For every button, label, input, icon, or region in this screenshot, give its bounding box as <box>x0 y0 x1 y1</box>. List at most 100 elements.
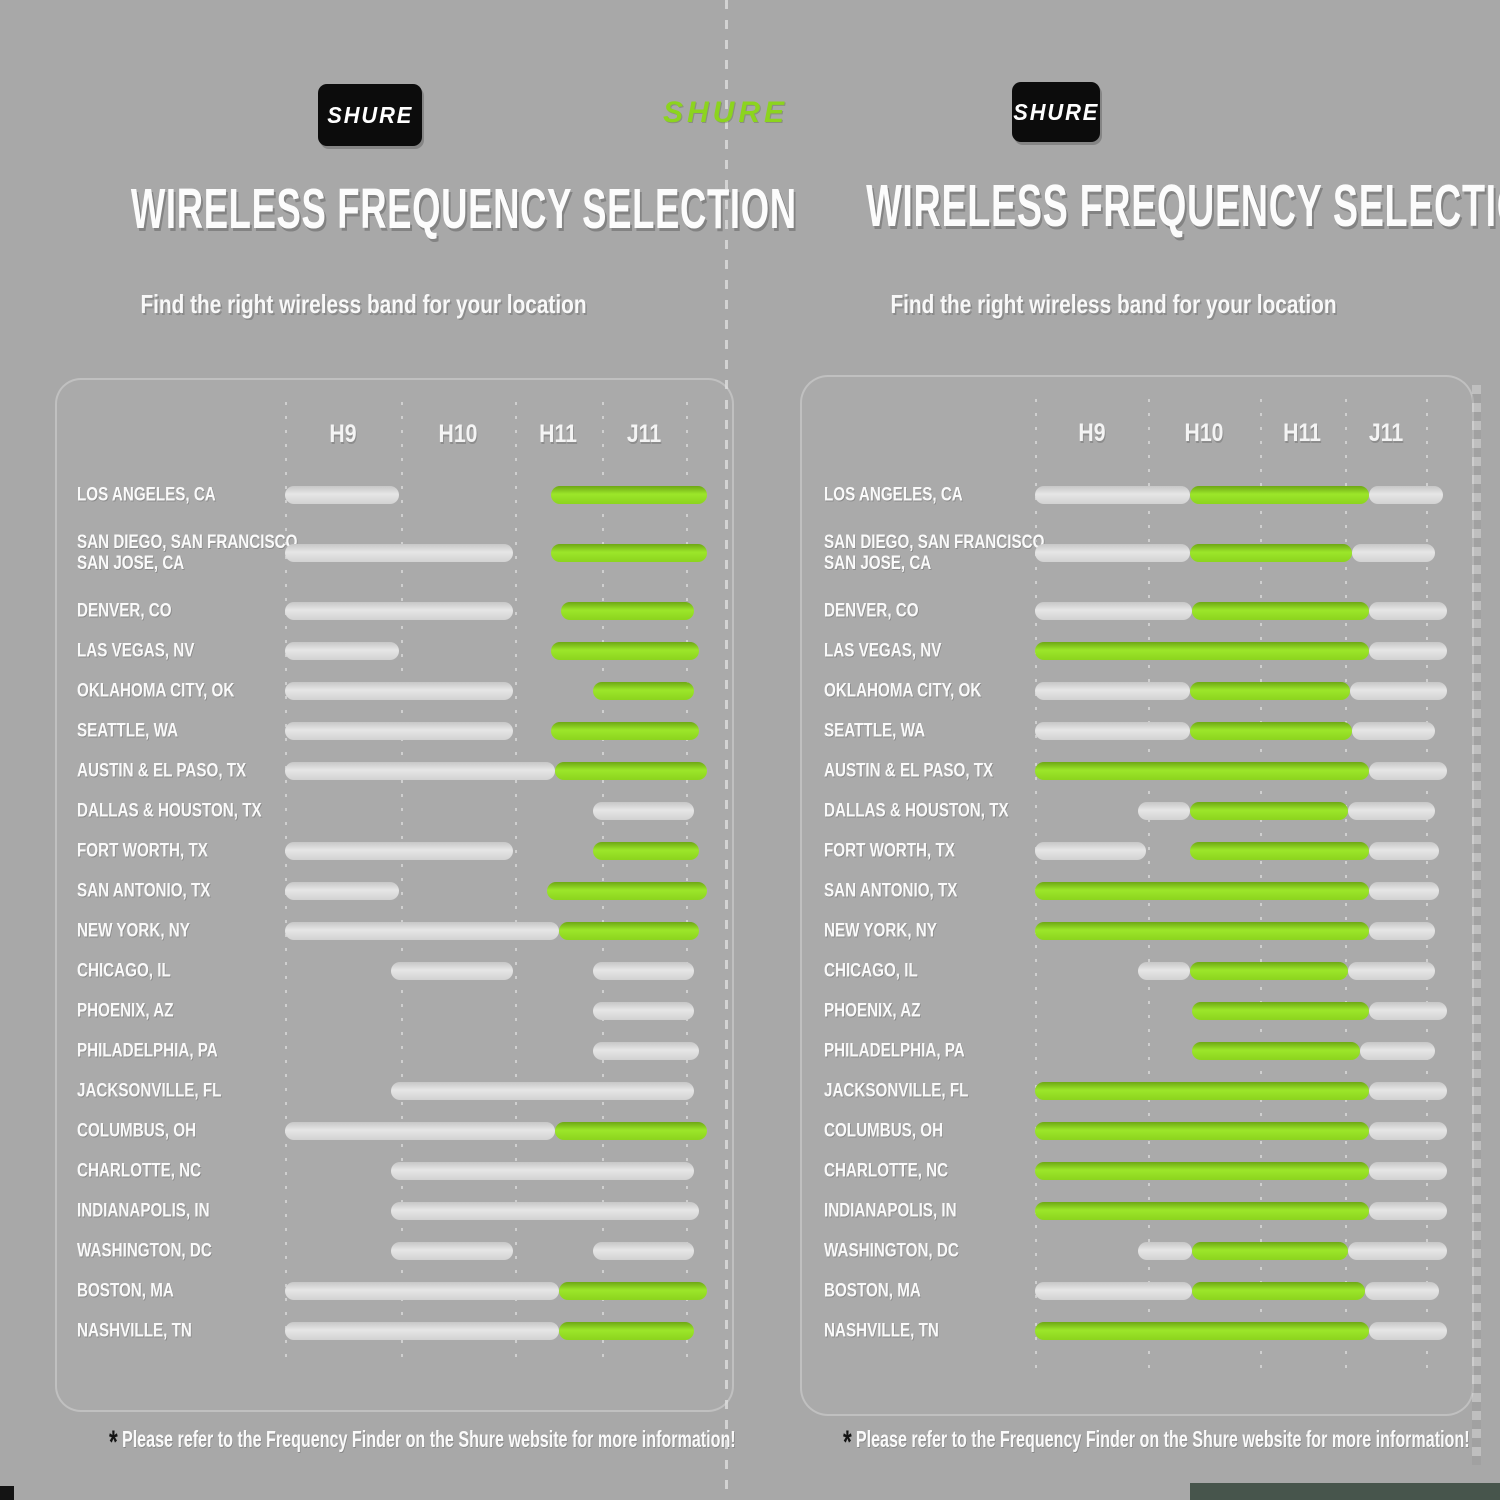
city-row: PHOENIX, AZ <box>802 991 1472 1031</box>
bar-segment-track <box>390 1202 699 1220</box>
band-gridline <box>401 402 404 1368</box>
frequency-bars <box>285 1042 707 1060</box>
footer-text: Please refer to the Frequency Finder on … <box>855 1426 1470 1452</box>
page-title: WIRELESS FREQUENCY SELECTION <box>866 173 1500 239</box>
bar-segment-track <box>1350 682 1447 700</box>
bar-segment-track <box>285 922 560 940</box>
city-label-line: FORT WORTH, TX <box>824 840 955 862</box>
band-header-h10: H10 <box>438 420 478 448</box>
city-row: SEATTLE, WA <box>57 711 732 751</box>
city-label: CHARLOTTE, NC <box>824 1161 948 1182</box>
city-label: CHARLOTTE, NC <box>77 1161 201 1182</box>
city-label-line: DALLAS & HOUSTON, TX <box>77 800 262 822</box>
city-label-line: DENVER, CO <box>824 600 919 622</box>
city-label: INDIANAPOLIS, IN <box>824 1201 957 1222</box>
frequency-bars <box>285 642 707 660</box>
city-label-line: SAN DIEGO, SAN FRANCISCO, <box>824 532 1049 553</box>
city-row: BOSTON, MA <box>57 1271 732 1311</box>
bar-segment-track <box>285 842 513 860</box>
footer-note: * Please refer to the Frequency Finder on… <box>109 1424 736 1461</box>
city-label-line: PHOENIX, AZ <box>824 1000 921 1022</box>
city-label: FORT WORTH, TX <box>77 841 208 862</box>
city-row: OKLAHOMA CITY, OK <box>57 671 732 711</box>
city-row: COLUMBUS, OH <box>802 1111 1472 1151</box>
city-row: CHICAGO, IL <box>802 951 1472 991</box>
frequency-bars <box>1035 1282 1447 1300</box>
frequency-bars <box>285 1122 707 1140</box>
bar-segment-track <box>1364 1282 1439 1300</box>
frequency-bars <box>285 1202 707 1220</box>
city-label-line: SAN DIEGO, SAN FRANCISCO, <box>77 532 302 553</box>
bar-segment-track <box>1368 1162 1447 1180</box>
bar-segment-green <box>1035 642 1369 660</box>
city-row: INDIANAPOLIS, IN <box>802 1191 1472 1231</box>
frequency-bars <box>1035 1042 1447 1060</box>
city-label-line: FORT WORTH, TX <box>77 840 208 862</box>
city-label: FORT WORTH, TX <box>824 841 955 862</box>
frequency-bars <box>1035 544 1447 562</box>
bar-segment-track <box>593 1002 695 1020</box>
frequency-bars <box>1035 642 1447 660</box>
city-label-line: NEW YORK, NY <box>77 920 190 942</box>
city-rows: LOS ANGELES, CA SAN DIEGO, SAN FRANCISCO,… <box>57 475 732 1351</box>
bar-segment-green <box>1035 1162 1369 1180</box>
city-row: PHOENIX, AZ <box>57 991 732 1031</box>
bar-segment-green <box>555 762 707 780</box>
city-label: WASHINGTON, DC <box>77 1241 212 1262</box>
bar-segment-green <box>561 602 695 620</box>
frequency-bars <box>285 882 707 900</box>
city-row: SAN ANTONIO, TX <box>57 871 732 911</box>
bar-segment-green <box>1035 1082 1369 1100</box>
city-label-line: BOSTON, MA <box>77 1280 174 1302</box>
bar-segment-track <box>593 802 695 820</box>
city-label-line: INDIANAPOLIS, IN <box>824 1200 957 1222</box>
city-label: CHICAGO, IL <box>824 961 918 982</box>
city-row: BOSTON, MA <box>802 1271 1472 1311</box>
frequency-bars <box>1035 1002 1447 1020</box>
bar-segment-track <box>1368 1322 1447 1340</box>
city-label: SAN ANTONIO, TX <box>77 881 210 902</box>
frequency-bars <box>1035 682 1447 700</box>
bar-segment-track <box>1368 1002 1447 1020</box>
city-row: WASHINGTON, DC <box>57 1231 732 1271</box>
bar-segment-track <box>1352 544 1435 562</box>
bar-segment-track <box>1035 722 1190 740</box>
shure-logo-badge: SHURE <box>1012 82 1100 142</box>
bar-segment-track <box>1368 1202 1447 1220</box>
city-label-line: NASHVILLE, TN <box>824 1320 939 1342</box>
city-label-line: CHICAGO, IL <box>77 960 171 982</box>
bar-segment-track <box>390 962 513 980</box>
city-label: CHICAGO, IL <box>77 961 171 982</box>
frequency-bars <box>285 602 707 620</box>
frequency-bars <box>1035 842 1447 860</box>
bar-segment-green <box>550 486 707 504</box>
bar-segment-track <box>1368 486 1443 504</box>
bar-segment-track <box>1348 802 1435 820</box>
frequency-bars <box>285 682 707 700</box>
bar-segment-track <box>285 486 399 504</box>
bar-segment-track <box>285 642 399 660</box>
city-row: DENVER, CO <box>802 591 1472 631</box>
city-row: WASHINGTON, DC <box>802 1231 1472 1271</box>
frequency-bars <box>285 802 707 820</box>
band-header-h11: H11 <box>539 420 578 448</box>
city-row: DALLAS & HOUSTON, TX <box>57 791 732 831</box>
city-label: DENVER, CO <box>77 601 172 622</box>
frequency-bars <box>1035 922 1447 940</box>
frequency-bars <box>285 1242 707 1260</box>
city-label-line: LOS ANGELES, CA <box>77 484 216 506</box>
footer-text: Please refer to the Frequency Finder on … <box>121 1426 736 1452</box>
bar-segment-track <box>593 962 695 980</box>
city-label: DALLAS & HOUSTON, TX <box>77 801 262 822</box>
city-row: LOS ANGELES, CA <box>57 475 732 515</box>
shure-logo-text: SHURE <box>326 101 413 128</box>
shure-logo-text: SHURE <box>1013 98 1100 125</box>
city-label: SAN DIEGO, SAN FRANCISCO, SAN JOSE, CA <box>77 532 302 574</box>
bar-segment-track <box>1348 962 1435 980</box>
bar-segment-green <box>555 1122 707 1140</box>
city-row: LAS VEGAS, NV <box>57 631 732 671</box>
bar-segment-green <box>1035 1202 1369 1220</box>
page-subtitle: Find the right wireless band for your lo… <box>140 289 587 319</box>
city-label-line: SAN JOSE, CA <box>77 553 185 574</box>
